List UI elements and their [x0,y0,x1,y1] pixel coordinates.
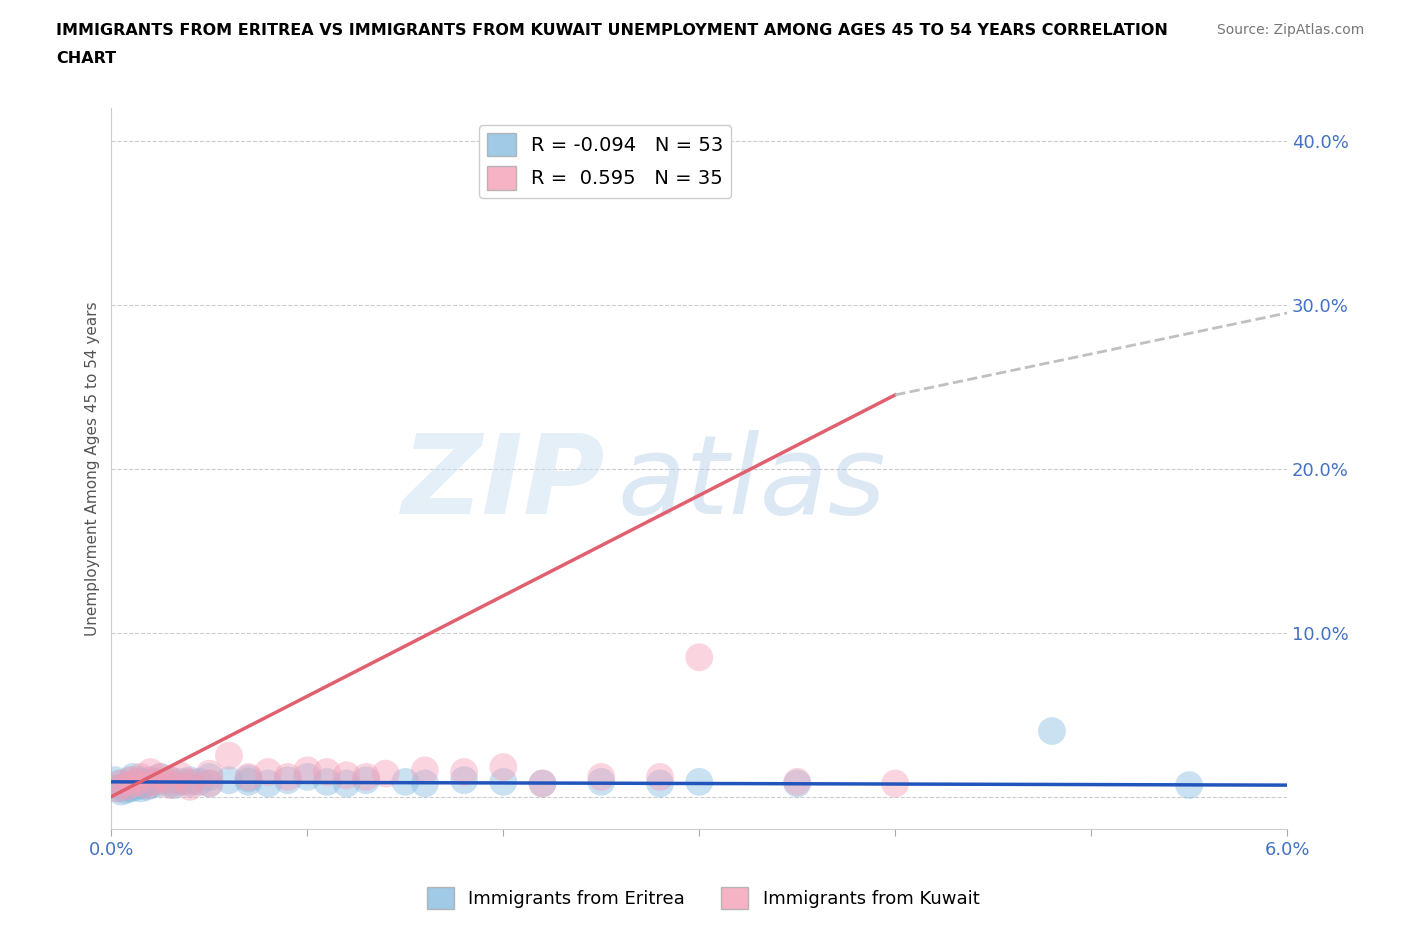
Text: IMMIGRANTS FROM ERITREA VS IMMIGRANTS FROM KUWAIT UNEMPLOYMENT AMONG AGES 45 TO : IMMIGRANTS FROM ERITREA VS IMMIGRANTS FR… [56,23,1168,38]
Point [115,779,138,794]
Point [277,769,299,784]
Point [413,763,436,777]
Point [492,775,515,790]
Point [135,779,157,794]
Point [591,769,613,784]
Point [453,773,475,788]
Point [128,773,150,788]
Point [149,769,172,784]
Point [238,769,260,784]
Point [179,775,201,790]
Point [120,773,142,788]
Point [179,776,201,790]
Text: Source: ZipAtlas.com: Source: ZipAtlas.com [1216,23,1364,37]
Point [159,773,181,788]
Point [139,764,162,779]
Point [124,776,146,790]
Point [277,773,299,788]
Point [198,766,221,781]
Point [110,784,132,799]
Point [335,776,357,790]
Point [413,776,436,790]
Point [453,764,475,779]
Point [688,775,710,790]
Y-axis label: Unemployment Among Ages 45 to 54 years: Unemployment Among Ages 45 to 54 years [86,301,100,636]
Point [129,781,152,796]
Point [238,775,260,790]
Point [115,777,138,792]
Point [129,777,152,792]
Text: ZIP: ZIP [402,430,605,537]
Point [169,775,191,790]
Point [108,776,131,790]
Point [112,779,135,794]
Point [124,776,146,790]
Point [374,766,396,781]
Point [159,776,181,790]
Point [149,769,172,784]
Point [648,769,671,784]
Point [354,773,377,788]
Point [394,775,416,790]
Point [648,776,671,790]
Text: CHART: CHART [56,51,117,66]
Point [114,783,136,798]
Point [118,781,141,796]
Point [218,748,240,763]
Point [159,773,181,788]
Legend: R = -0.094   N = 53, R =  0.595   N = 35: R = -0.094 N = 53, R = 0.595 N = 35 [479,125,731,198]
Point [198,776,221,790]
Legend: Immigrants from Eritrea, Immigrants from Kuwait: Immigrants from Eritrea, Immigrants from… [419,880,987,916]
Point [1040,724,1063,738]
Point [135,777,157,792]
Point [132,775,155,790]
Point [786,776,808,790]
Point [354,769,377,784]
Point [169,768,191,783]
Point [316,764,339,779]
Point [120,773,142,788]
Point [129,769,152,784]
Point [105,781,128,796]
Point [134,776,156,790]
Point [139,777,162,792]
Point [110,776,132,790]
Point [786,775,808,790]
Point [125,779,148,794]
Point [492,760,515,775]
Point [163,777,186,792]
Point [188,775,211,790]
Point [179,773,201,788]
Point [531,776,554,790]
Point [120,781,142,796]
Point [531,776,554,790]
Point [159,777,181,792]
Point [198,769,221,784]
Point [143,775,166,790]
Point [148,776,170,790]
Point [335,768,357,783]
Point [257,764,280,779]
Point [316,775,339,790]
Point [257,776,280,790]
Point [1178,777,1201,792]
Point [139,773,162,788]
Point [179,779,201,794]
Point [122,769,145,784]
Point [297,763,319,777]
Point [591,775,613,790]
Point [143,775,166,790]
Point [884,776,907,790]
Point [218,773,240,788]
Point [238,771,260,786]
Point [104,773,127,788]
Point [198,776,221,790]
Point [105,781,128,796]
Point [297,769,319,784]
Point [688,650,710,665]
Text: atlas: atlas [617,430,886,537]
